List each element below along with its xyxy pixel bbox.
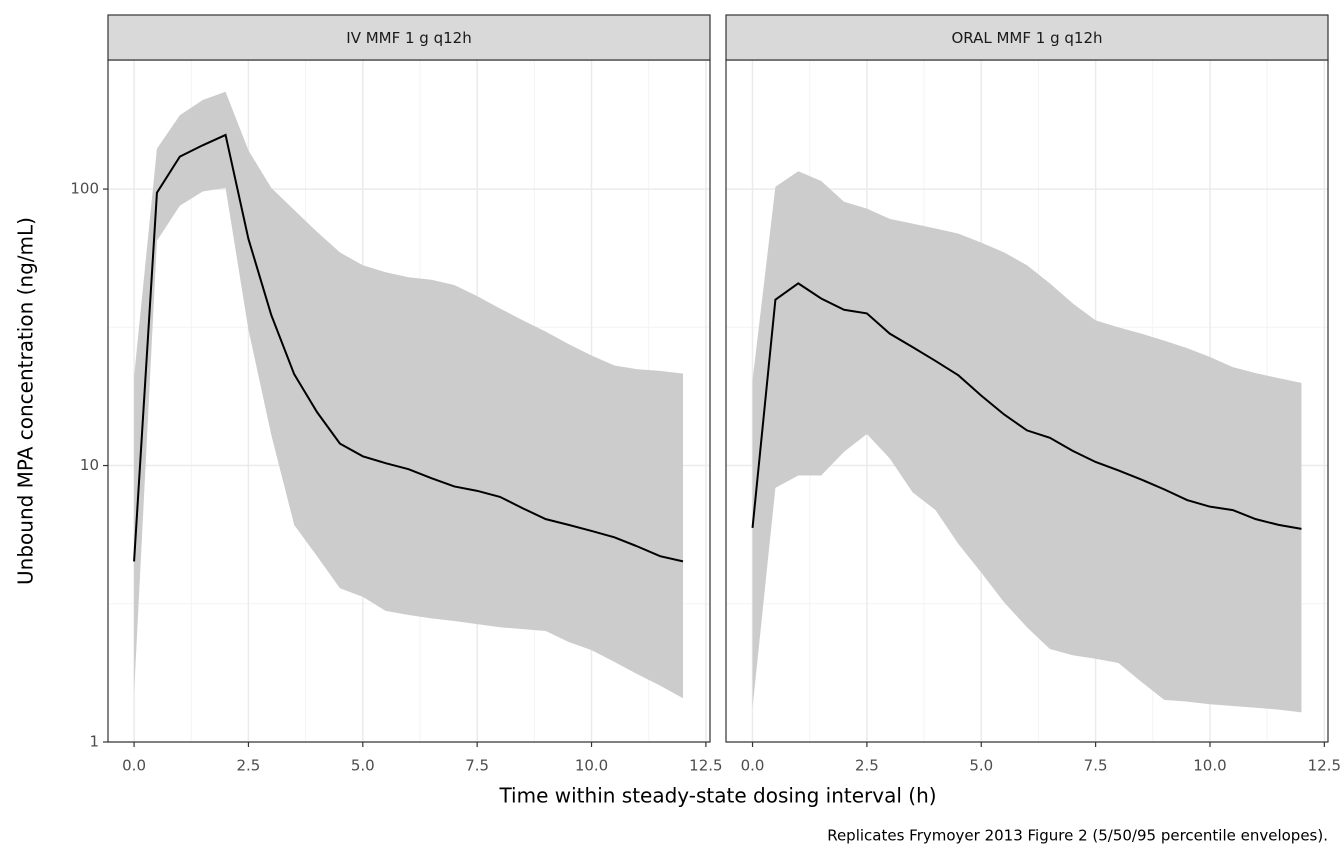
x-tick-label: 10.0 xyxy=(575,757,608,775)
x-tick-label: 5.0 xyxy=(351,757,375,775)
x-tick-label: 12.5 xyxy=(1308,757,1341,775)
x-tick-label: 7.5 xyxy=(1084,757,1108,775)
y-tick-label: 1 xyxy=(89,733,99,751)
y-axis-title: Unbound MPA concentration (ng/mL) xyxy=(14,217,38,585)
x-tick-label: 7.5 xyxy=(465,757,489,775)
x-axis-title: Time within steady-state dosing interval… xyxy=(498,784,936,808)
strip xyxy=(725,14,1329,61)
strip-label: IV MMF 1 g q12h xyxy=(346,29,471,47)
x-tick-label: 2.5 xyxy=(237,757,261,775)
x-tick-label: 2.5 xyxy=(855,757,879,775)
y-tick-label: 10 xyxy=(80,456,99,474)
caption: Replicates Frymoyer 2013 Figure 2 (5/50/… xyxy=(827,827,1328,845)
median-line xyxy=(751,282,1302,530)
strip-label: ORAL MMF 1 g q12h xyxy=(951,29,1102,47)
percentile-band xyxy=(134,91,684,699)
x-tick-label: 0.0 xyxy=(741,757,765,775)
y-tick-label: 100 xyxy=(70,180,99,198)
percentile-band xyxy=(752,171,1302,713)
x-tick-label: 10.0 xyxy=(1193,757,1226,775)
strip xyxy=(107,14,711,61)
x-tick-label: 0.0 xyxy=(122,757,146,775)
x-tick-label: 12.5 xyxy=(689,757,722,775)
x-tick-label: 5.0 xyxy=(969,757,993,775)
median-line xyxy=(133,133,684,563)
